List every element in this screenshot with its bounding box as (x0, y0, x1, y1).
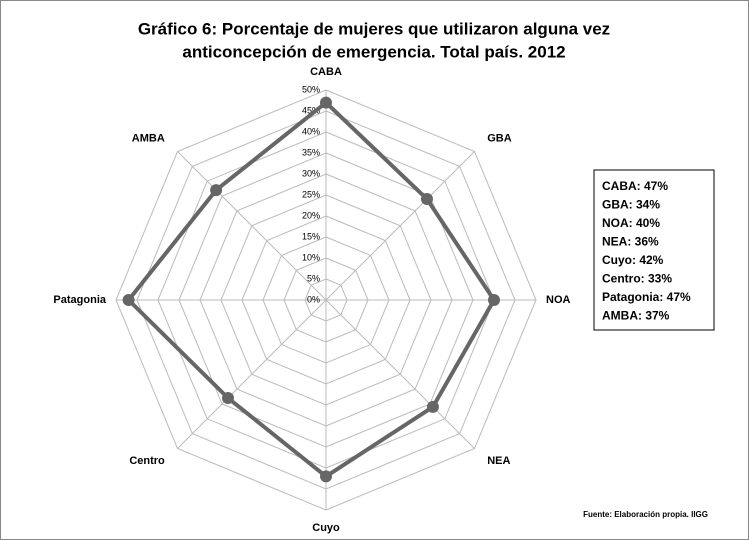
spoke (325, 151, 475, 301)
point (420, 193, 433, 206)
legend-box (593, 169, 715, 331)
source-note: Fuente: Elaboración propia. IIGG (583, 510, 708, 519)
tick-label: 45% (302, 105, 320, 115)
tick-label: 20% (302, 210, 320, 220)
point (320, 96, 332, 109)
category-label: AMBA (132, 133, 165, 145)
point (426, 400, 439, 413)
spoke (177, 299, 327, 449)
legend-entry: Patagonia: 47% (602, 290, 691, 304)
spoke (177, 151, 327, 301)
category-label: NOA (546, 294, 571, 306)
tick-label: 10% (302, 252, 320, 262)
category-label: Centro (129, 455, 165, 467)
category-label: Cuyo (312, 522, 340, 534)
category-label: Patagonia (53, 294, 106, 306)
point (320, 470, 332, 483)
tick-label: 40% (302, 126, 320, 136)
point (122, 294, 135, 306)
category-label: NEA (487, 455, 510, 467)
legend-entry: GBA: 34% (602, 198, 660, 212)
legend-entry: Cuyo: 42% (602, 253, 664, 267)
tick-label: 5% (307, 273, 320, 283)
point (221, 392, 234, 405)
category-label: GBA (487, 133, 512, 145)
tick-label: 15% (302, 231, 320, 241)
legend-entry: NEA: 36% (602, 235, 659, 249)
legend-entry: AMBA: 37% (602, 309, 670, 323)
tick-label: 0% (307, 294, 320, 304)
tick-label: 50% (302, 84, 320, 94)
tick-label: 30% (302, 168, 320, 178)
legend-entry: NOA: 40% (602, 216, 660, 230)
spoke (325, 299, 475, 449)
legend-entry: Centro: 33% (602, 272, 672, 286)
tick-label: 25% (302, 189, 320, 199)
tick-label: 35% (302, 147, 320, 157)
legend-entry: CABA: 47% (602, 179, 668, 193)
chart-title: Gráfico 6: Porcentaje de mujeres que uti… (138, 19, 610, 38)
category-label: CABA (310, 66, 342, 78)
chart-subtitle: anticoncepción de emergencia. Total país… (182, 42, 565, 61)
point (210, 184, 223, 197)
point (488, 294, 500, 306)
